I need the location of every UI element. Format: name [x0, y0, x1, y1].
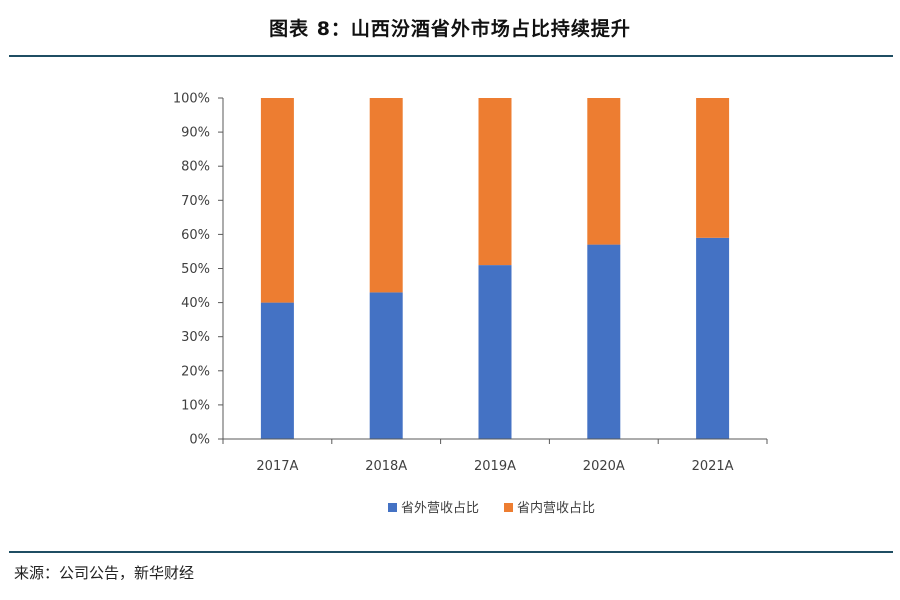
y-tick-label: 100%: [173, 92, 210, 107]
stacked-bar-chart: 2017A 2018A 2019A 2020A 2021A 0% 10% 20% 30% 40% 5…: [173, 92, 768, 516]
legend-swatch-1: [388, 503, 397, 512]
bar-2020A-series-1: [587, 244, 621, 439]
legend-label-2: 省内营收占比: [517, 500, 595, 516]
x-tick-label: 2020A: [583, 459, 625, 474]
legend-label-1: 省外营收占比: [401, 501, 479, 516]
bar-2021A-series-2: [696, 98, 730, 238]
x-tick-label: 2017A: [256, 459, 298, 474]
bar-2018A-series-1: [369, 292, 403, 439]
bar-2019A-series-2: [478, 98, 512, 266]
y-tick-label: 0%: [189, 433, 210, 448]
legend-swatch-2: [504, 503, 513, 512]
y-tick-label: 10%: [181, 398, 210, 413]
bar-2017A-series-2: [260, 98, 294, 303]
y-tick-label: 50%: [181, 262, 210, 277]
y-tick-label: 70%: [181, 194, 210, 209]
bar-2018A-series-2: [369, 98, 403, 293]
chart-area: 2017A 2018A 2019A 2020A 2021A 0% 10% 20% 30% 40% 5…: [0, 60, 900, 530]
bar-2017A-series-1: [260, 302, 294, 439]
bar-2021A-series-1: [696, 237, 730, 439]
y-tick-label: 90%: [181, 126, 210, 141]
axes-group: 2017A 2018A 2019A 2020A 2021A 0% 10% 20% 30% 40% 5…: [173, 92, 768, 474]
x-tick-label: 2018A: [365, 459, 407, 474]
bar-group: [260, 98, 730, 439]
y-tick-label: 80%: [181, 160, 210, 175]
x-tick-label: 2019A: [474, 459, 516, 474]
y-tick-label: 30%: [181, 330, 210, 345]
y-tick-label: 40%: [181, 296, 210, 311]
bar-2020A-series-2: [587, 98, 621, 245]
figure-title: 图表 8：山西汾酒省外市场占比持续提升: [269, 18, 631, 40]
y-tick-label: 60%: [181, 228, 210, 243]
top-divider: [9, 55, 893, 57]
legend: 省外营收占比 省内营收占比: [388, 500, 595, 516]
bar-2019A-series-1: [478, 265, 512, 439]
y-tick-label: 20%: [181, 364, 210, 379]
source-note: 来源：公司公告，新华财经: [14, 564, 195, 582]
bottom-divider: [9, 551, 893, 553]
x-tick-label: 2021A: [692, 459, 734, 474]
